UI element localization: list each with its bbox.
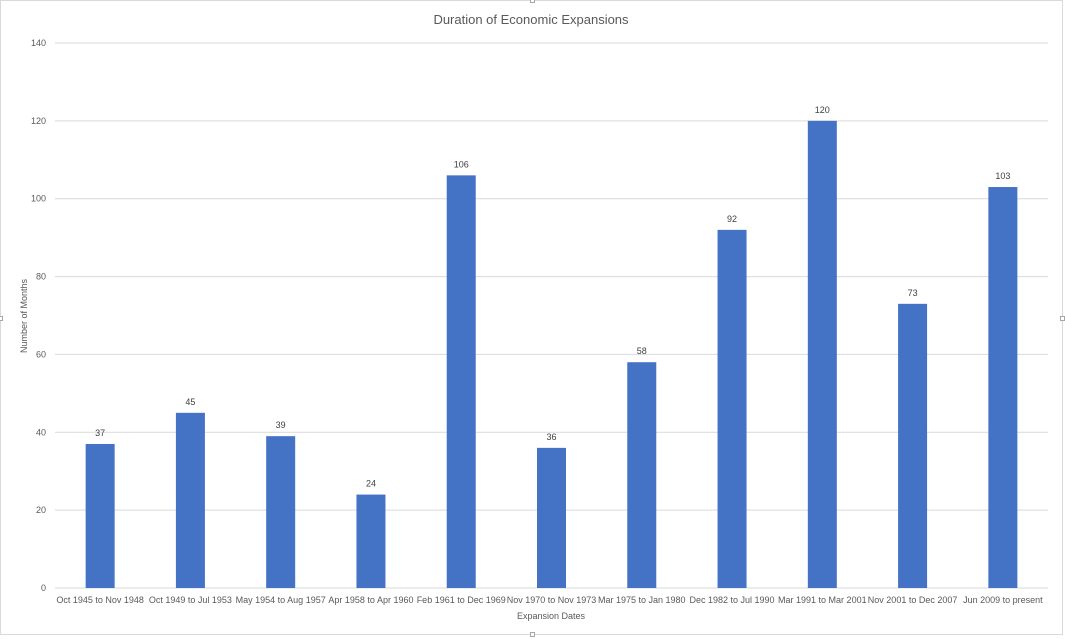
data-label: 45 [185,397,195,407]
data-label: 58 [637,346,647,356]
data-label: 24 [366,479,376,489]
x-tick-label: Apr 1958 to Apr 1960 [328,595,413,605]
bar [446,175,476,588]
resize-handle-top[interactable] [530,0,535,3]
bar [627,362,657,588]
x-tick-label: Mar 1991 to Mar 2001 [778,595,867,605]
y-tick-label: 100 [31,194,46,204]
x-tick-label: Mar 1975 to Jan 1980 [598,595,686,605]
bar [898,303,928,588]
data-label: 39 [276,420,286,430]
y-tick-label: 20 [36,505,46,515]
x-tick-label: Oct 1949 to Jul 1953 [149,595,232,605]
x-tick-label: Dec 1982 to Jul 1990 [690,595,775,605]
x-tick-label: Nov 1970 to Nov 1973 [507,595,597,605]
bar [356,494,386,588]
resize-handle-left[interactable] [0,316,3,321]
y-tick-label: 80 [36,272,46,282]
x-tick-label: Jun 2009 to present [963,595,1043,605]
x-tick-label: Oct 1945 to Nov 1948 [56,595,144,605]
x-tick-label: May 1954 to Aug 1957 [236,595,326,605]
y-tick-label: 120 [31,116,46,126]
data-label: 106 [454,159,469,169]
x-axis-title: Expansion Dates [517,611,586,621]
bar [85,443,115,588]
x-tick-label: Feb 1961 to Dec 1969 [417,595,506,605]
y-axis-title: Number of Months [19,278,29,353]
bar [266,436,296,588]
bar [988,187,1018,589]
y-tick-label: 0 [41,583,46,593]
bars [85,120,1018,589]
data-label: 103 [995,171,1010,181]
y-axis-tick-labels: 0 20 40 60 80 100 120 140 [31,38,46,593]
resize-handle-bottom[interactable] [530,632,535,637]
bar [717,229,747,588]
bar [175,412,205,588]
data-label: 120 [815,105,830,115]
bar [537,447,566,588]
data-label: 36 [546,432,556,442]
bar [807,120,837,588]
x-tick-label: Nov 2001 to Dec 2007 [868,595,958,605]
x-axis-tick-labels: Oct 1945 to Nov 1948 Oct 1949 to Jul 1953… [56,595,1043,605]
data-label: 92 [727,214,737,224]
chart-title: Duration of Economic Expansions [433,12,629,27]
data-label: 73 [908,288,918,298]
y-tick-label: 60 [36,349,46,359]
y-tick-label: 140 [31,38,46,48]
gridlines [55,42,1048,589]
y-tick-label: 40 [36,427,46,437]
data-labels: 37 45 39 24 106 36 58 92 120 73 103 [95,105,1010,489]
data-label: 37 [95,428,105,438]
